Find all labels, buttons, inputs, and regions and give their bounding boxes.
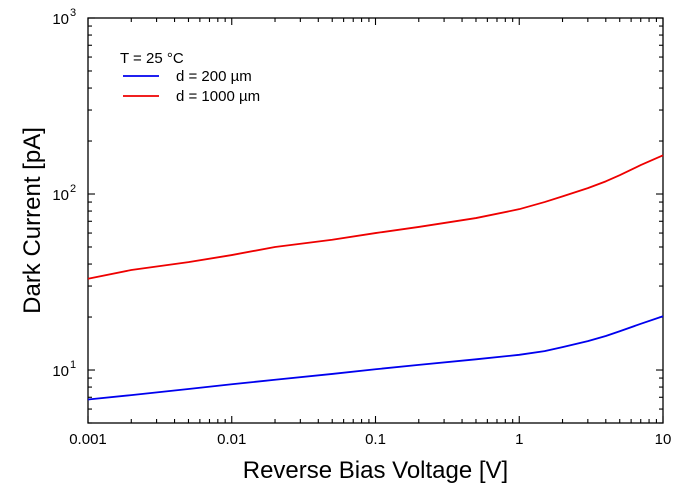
plot-area-frame [87,17,664,424]
y-tick-label: 10 [52,187,69,204]
x-tick-label: 0.1 [365,431,386,448]
x-tick-label: 0.001 [69,431,107,448]
legend-entries: d = 200 µm d = 1000 µm [123,68,260,105]
x-tick-label: 1 [515,431,523,448]
x-tick-label: 0.01 [217,431,246,448]
legend-label-1: d = 200 µm [176,68,252,85]
x-tick-label: 10 [655,431,672,448]
y-tick-exponent: 1 [70,359,76,371]
data-series [87,154,664,401]
series-line-1 [87,315,664,401]
legend: T = 25 °C d = 200 µm d = 1000 µm [120,50,260,105]
y-tick-label: 10 [52,11,69,28]
y-tick-label: 10 [52,363,69,380]
legend-label-2: d = 1000 µm [176,88,260,105]
legend-header: T = 25 °C [120,50,184,67]
axis-ticks [87,17,664,424]
y-tick-exponent: 3 [70,7,76,19]
y-tick-exponent: 2 [70,183,76,195]
x-axis-title: Reverse Bias Voltage [V] [243,457,508,484]
y-axis-title: Dark Current [pA] [19,127,46,314]
series-line-2 [87,154,664,280]
